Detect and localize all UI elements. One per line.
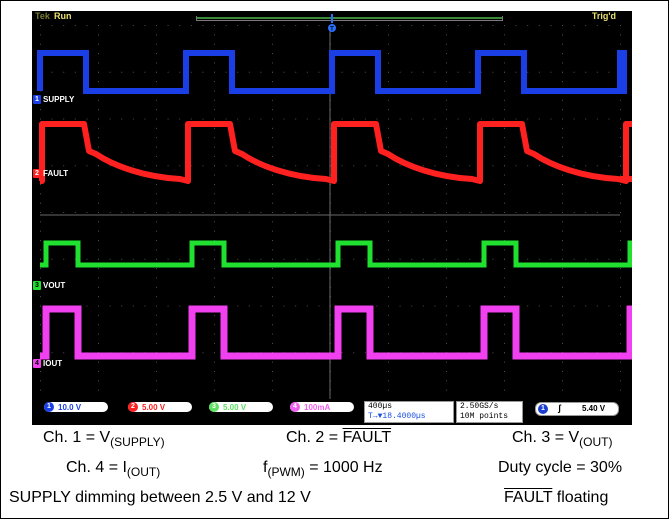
caption-pwm-frequency: f(PWM) = 1000 Hz (263, 459, 383, 480)
ch2-marker-icon: 2 (33, 169, 41, 178)
trigger-marker-label: T (330, 27, 334, 33)
ch4-marker-icon: 4 (33, 359, 41, 368)
ch3-vout-trace (40, 240, 632, 268)
ch3-ground-marker[interactable]: 3 VOUT (33, 281, 65, 290)
ch1-marker-icon: 1 (33, 95, 41, 104)
ch4-ground-marker[interactable]: 4 IOUT (33, 359, 62, 368)
ch3-scale: 5.00 V (223, 402, 247, 412)
caption-ch1: Ch. 1 = V(SUPPLY) (43, 429, 165, 450)
run-state-indicator[interactable]: Run (54, 11, 72, 21)
caption-fault-floating: FAULT floating (504, 489, 609, 506)
trigger-level: 5.40 V (582, 404, 606, 413)
caption-dimming: SUPPLY dimming between 2.5 V and 12 V (9, 489, 311, 506)
ch1-supply-trace (37, 50, 627, 94)
ch3-marker-icon: 3 (33, 281, 41, 290)
record-position-bar (196, 16, 503, 21)
brand-logo: Tek (35, 11, 50, 21)
ch2-ground-marker[interactable]: 2 FAULT (33, 169, 68, 178)
record-window (197, 17, 502, 19)
timebase-readout[interactable]: 400µs T→▼18.4000µs (364, 401, 454, 423)
waveform-display (37, 25, 632, 399)
ch3-label: VOUT (43, 281, 66, 290)
ch4-scale-readout[interactable]: 4 100mA (290, 402, 354, 412)
ch1-scale-readout[interactable]: 1 10.0 V (44, 402, 108, 412)
oscilloscope-screen: Tek Run Trig'd T 1 SUPPLY 2 FAULT 3 VOUT… (32, 11, 632, 425)
ch1-label: SUPPLY (43, 95, 75, 104)
ch2-scale-readout[interactable]: 2 5.00 V (128, 402, 192, 412)
ch4-badge-icon: 4 (290, 402, 300, 412)
sample-rate: 2.50GS/s (460, 402, 499, 411)
ch1-ground-marker[interactable]: 1 SUPPLY (33, 95, 74, 104)
caption-ch2: Ch. 2 = FAULT (286, 429, 392, 446)
acquisition-readout[interactable]: 2.50GS/s 10M points (456, 401, 523, 423)
ch1-scale: 10.0 V (58, 402, 82, 412)
caption-ch3: Ch. 3 = V(OUT) (512, 429, 613, 450)
ch3-scale-readout[interactable]: 3 5.00 V (209, 402, 273, 412)
ch4-scale: 100mA (304, 402, 331, 412)
ch1-offset-arrow-icon (620, 79, 624, 85)
ch2-label: FAULT (43, 169, 69, 178)
ch1-badge-icon: 1 (44, 402, 54, 412)
ch4-iout-trace (40, 305, 632, 360)
ch2-badge-icon: 2 (128, 402, 138, 412)
trigger-position-marker-icon[interactable]: T (328, 11, 340, 35)
ch4-label: IOUT (43, 359, 63, 368)
record-length: 10M points (460, 412, 509, 421)
ch3-badge-icon: 3 (209, 402, 219, 412)
ch2-fault-trace (39, 121, 632, 184)
trigger-position: T→▼18.4000µs (368, 412, 426, 421)
trigger-status: Trig'd (591, 11, 616, 21)
caption-ch4: Ch. 4 = I(OUT) (66, 459, 161, 480)
figure-caption: Ch. 1 = V(SUPPLY) Ch. 2 = FAULT Ch. 3 = … (1, 427, 668, 517)
ch2-scale: 5.00 V (142, 402, 166, 412)
trigger-source-badge: 1 (538, 404, 548, 414)
readout-bar: 1 10.0 V 2 5.00 V 3 5.00 V 4 100mA 400µs… (32, 399, 632, 425)
horizontal-scale: 400µs (368, 402, 393, 411)
rising-edge-icon: ʃ (558, 403, 561, 413)
trigger-readout[interactable]: 1 ʃ 5.40 V (535, 402, 619, 416)
caption-duty-cycle: Duty cycle = 30% (498, 459, 623, 476)
